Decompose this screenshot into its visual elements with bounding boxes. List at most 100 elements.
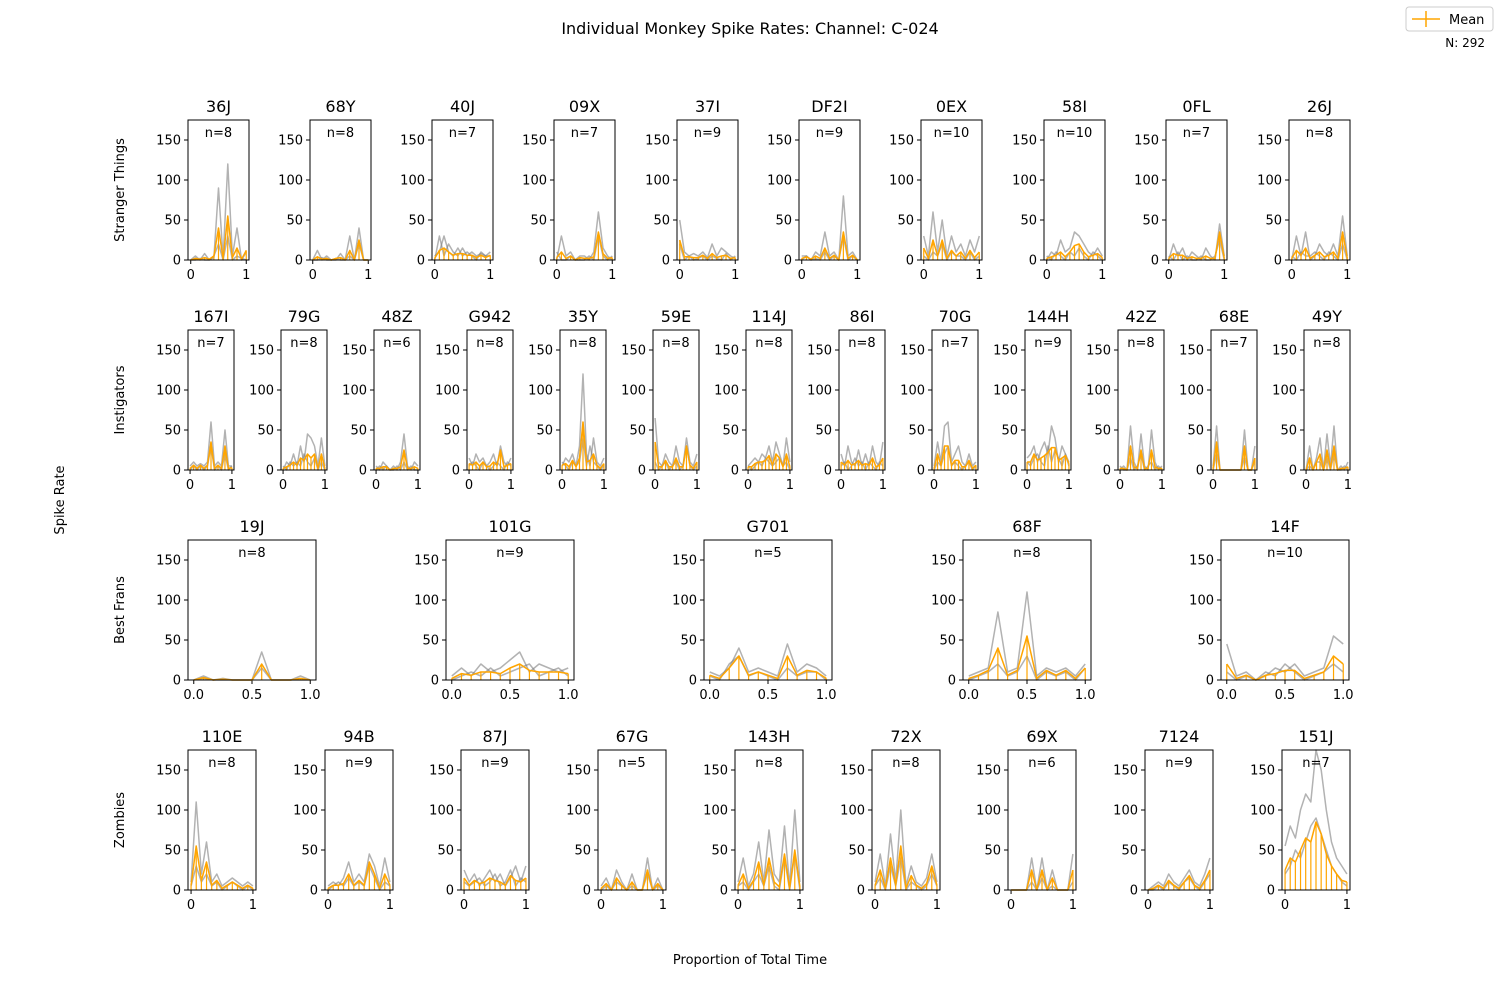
subplot-title: 79G xyxy=(288,307,321,326)
y-tick-label: 0 xyxy=(1206,674,1214,689)
subplot-n-label: n=8 xyxy=(892,756,919,771)
x-tick-label: 0 xyxy=(1007,898,1015,913)
subplot-frame xyxy=(309,119,372,261)
x-tick-label: 0 xyxy=(1281,898,1289,913)
y-tick-label: 50 xyxy=(1258,844,1275,859)
trace-line xyxy=(1147,857,1211,891)
y-tick-label: 100 xyxy=(342,384,367,399)
x-tick-label: 1 xyxy=(1251,478,1259,493)
legend-mean-label: Mean xyxy=(1449,13,1484,28)
y-tick-label: 0 xyxy=(689,674,697,689)
y-tick-label: 150 xyxy=(1189,554,1214,569)
subplot-69x: 69X 0 50 100 150 0 1 n=6 xyxy=(976,727,1077,913)
y-tick-label: 100 xyxy=(1012,174,1037,189)
group-label: Stranger Things xyxy=(113,138,128,242)
y-tick-label: 50 xyxy=(939,634,956,649)
y-tick-label: 100 xyxy=(1250,804,1275,819)
y-tick-label: 100 xyxy=(1179,384,1204,399)
subplot-37i: 37I 0 50 100 150 0 1 n=9 xyxy=(645,97,739,283)
y-tick-label: 50 xyxy=(164,214,181,229)
trace-line xyxy=(189,421,232,467)
x-tick-label: 1 xyxy=(321,478,329,493)
y-tick-label: 100 xyxy=(621,384,646,399)
y-tick-label: 100 xyxy=(703,804,728,819)
y-tick-label: 50 xyxy=(1142,214,1159,229)
x-tick-label: 0 xyxy=(837,478,845,493)
subplot-frame xyxy=(431,119,494,261)
y-tick-label: 50 xyxy=(722,424,739,439)
y-tick-label: 0 xyxy=(824,464,832,479)
y-tick-label: 0 xyxy=(173,464,181,479)
subplot-frame xyxy=(1144,749,1214,891)
y-tick-label: 150 xyxy=(414,554,439,569)
subplot-frame xyxy=(962,539,1092,681)
y-tick-label: 150 xyxy=(840,764,865,779)
subplot-14f: 14F 0 50 100 150 0.0 0.5 1.0 n=10 xyxy=(1189,517,1353,703)
legend: Mean N: 292 xyxy=(1405,6,1494,50)
y-tick-label: 150 xyxy=(435,344,460,359)
y-tick-label: 50 xyxy=(286,214,303,229)
y-tick-label: 0 xyxy=(1289,464,1297,479)
subplot-n-label: n=9 xyxy=(481,756,508,771)
subplot-title: 143H xyxy=(748,727,791,746)
subplot-36j: 36J 0 50 100 150 0 1 n=8 xyxy=(156,97,250,283)
subplot-title: G701 xyxy=(747,517,790,536)
x-tick-label: 1 xyxy=(507,478,515,493)
y-tick-label: 0 xyxy=(948,674,956,689)
y-tick-label: 150 xyxy=(714,344,739,359)
y-tick-label: 0 xyxy=(662,254,670,269)
y-tick-label: 150 xyxy=(672,554,697,569)
x-tick-label: 0 xyxy=(1023,478,1031,493)
subplot-title: 101G xyxy=(489,517,532,536)
y-tick-label: 0 xyxy=(720,884,728,899)
y-tick-label: 0 xyxy=(173,884,181,899)
subplot-frame xyxy=(553,119,616,261)
subplot-68y: 68Y 0 50 100 150 0 1 n=8 xyxy=(278,97,372,283)
subplot-7124: 7124 0 50 100 150 0 1 n=9 xyxy=(1113,727,1214,913)
subplot-49y: 49Y 0 50 100 150 0 1 n=8 xyxy=(1272,307,1352,493)
subplot-title: 48Z xyxy=(381,307,412,326)
subplot-title: 86I xyxy=(849,307,874,326)
subplot-title: G942 xyxy=(469,307,512,326)
y-tick-label: 50 xyxy=(1187,424,1204,439)
y-tick-label: 50 xyxy=(1197,634,1214,649)
subplot-26j: 26J 0 50 100 150 0 1 n=8 xyxy=(1257,97,1351,283)
subplot-frame xyxy=(1288,119,1351,261)
subplot-title: 14F xyxy=(1270,517,1300,536)
x-tick-label: 0 xyxy=(1165,268,1173,283)
y-tick-label: 0 xyxy=(1267,884,1275,899)
subplot-title: 94B xyxy=(343,727,374,746)
y-tick-label: 50 xyxy=(1001,424,1018,439)
trace-line xyxy=(968,591,1086,677)
y-tick-label: 50 xyxy=(1094,424,1111,439)
x-tick-label: 0 xyxy=(1288,268,1296,283)
x-tick-label: 1 xyxy=(486,268,494,283)
y-tick-label: 150 xyxy=(1179,344,1204,359)
subplot-title: 19J xyxy=(239,517,264,536)
y-tick-label: 150 xyxy=(889,134,914,149)
subplot-n-label: n=8 xyxy=(327,126,354,141)
subplot-df2i: DF2I 0 50 100 150 0 1 n=9 xyxy=(767,97,861,283)
y-tick-label: 50 xyxy=(164,424,181,439)
x-tick-label: 1 xyxy=(853,268,861,283)
subplot-n-label: n=5 xyxy=(618,756,645,771)
subplot-title: DF2I xyxy=(811,97,847,116)
y-tick-label: 100 xyxy=(993,384,1018,399)
subplot-title: 167I xyxy=(193,307,228,326)
y-tick-label: 150 xyxy=(156,554,181,569)
y-tick-label: 150 xyxy=(1012,134,1037,149)
y-tick-label: 100 xyxy=(400,174,425,189)
y-tick-label: 100 xyxy=(714,384,739,399)
y-tick-label: 100 xyxy=(1257,174,1282,189)
subplot-79g: 79G 0 50 100 150 0 1 n=8 xyxy=(249,307,329,493)
x-tick-label: 1 xyxy=(364,268,372,283)
x-tick-label: 0 xyxy=(798,268,806,283)
x-tick-label: 0.0 xyxy=(183,688,204,703)
subplot-n-label: n=8 xyxy=(208,756,235,771)
subplot-72x: 72X 0 50 100 150 0 1 n=8 xyxy=(840,727,941,913)
subplot-n-label: n=9 xyxy=(1034,336,1061,351)
subplot-110e: 110E 0 50 100 150 0 1 n=8 xyxy=(156,727,257,913)
